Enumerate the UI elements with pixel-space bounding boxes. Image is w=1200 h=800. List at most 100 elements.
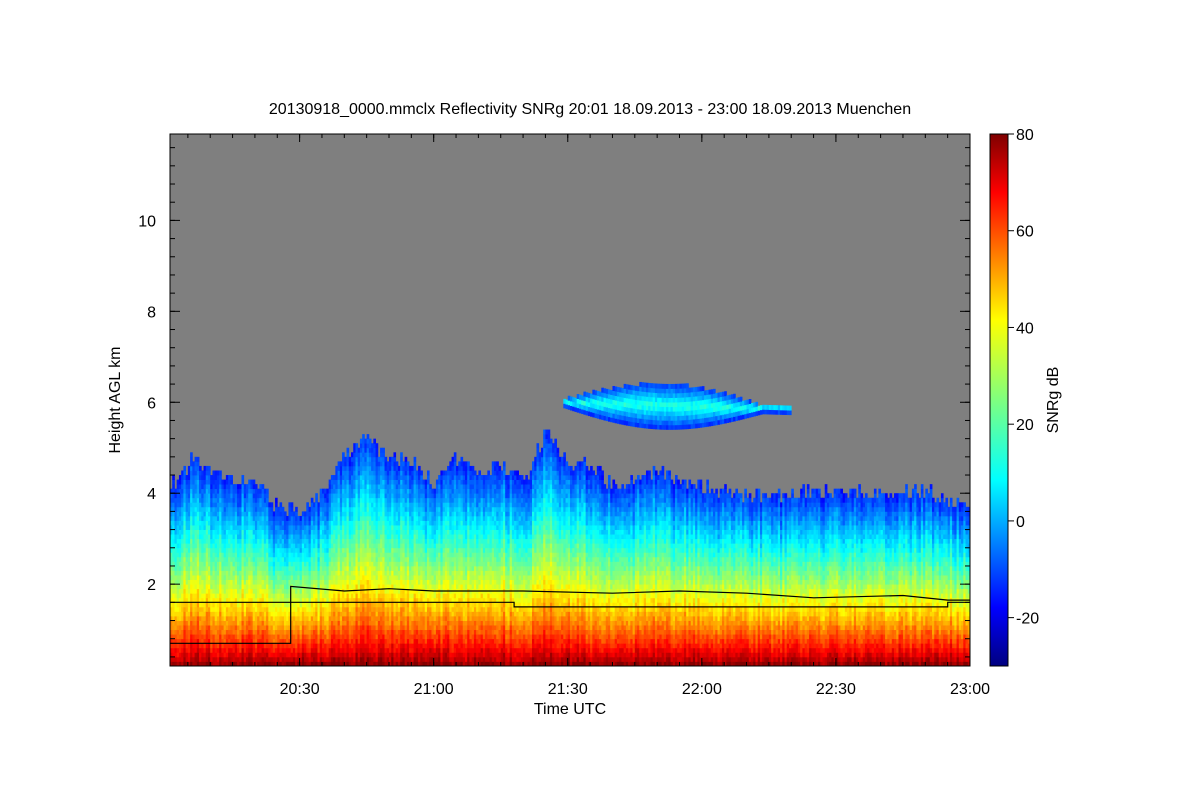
field-cell xyxy=(219,584,222,590)
field-cell xyxy=(210,611,213,617)
field-cell xyxy=(207,502,211,508)
field-cell xyxy=(333,529,336,535)
field-cell xyxy=(275,652,278,658)
field-cell xyxy=(194,579,198,585)
field-cell xyxy=(178,652,182,658)
field-cell xyxy=(382,493,385,499)
field-cell xyxy=(183,552,187,558)
field-cell xyxy=(170,525,173,530)
field-cell xyxy=(406,515,410,521)
field-cell xyxy=(422,606,426,612)
field-cell xyxy=(422,525,426,530)
field-cell xyxy=(386,575,390,581)
field-cell xyxy=(373,497,376,503)
field-cell xyxy=(254,534,258,540)
field-cell xyxy=(185,475,189,480)
field-cell xyxy=(170,643,173,649)
field-cell xyxy=(418,552,421,558)
field-cell xyxy=(283,543,287,549)
field-cell xyxy=(353,556,356,562)
field-cell xyxy=(397,656,401,662)
field-cell xyxy=(187,493,191,499)
field-cell xyxy=(406,575,410,581)
field-cell xyxy=(241,611,245,617)
field-cell xyxy=(413,465,417,471)
field-cell xyxy=(214,488,218,494)
field-cell xyxy=(315,629,318,635)
field-cell xyxy=(355,661,359,666)
field-cell xyxy=(250,479,254,485)
field-cell xyxy=(194,506,198,512)
field-cell xyxy=(382,497,385,503)
field-cell xyxy=(366,529,370,535)
field-cell xyxy=(368,447,372,453)
field-cell xyxy=(382,661,385,666)
field-cell xyxy=(388,529,392,535)
field-cell xyxy=(207,629,211,635)
field-cell xyxy=(362,638,365,644)
field-cell xyxy=(214,602,218,608)
field-cell xyxy=(313,520,316,526)
field-cell xyxy=(355,634,359,640)
field-cell xyxy=(181,588,184,594)
field-cell xyxy=(335,584,338,590)
field-cell xyxy=(373,493,376,499)
field-cell xyxy=(362,647,365,653)
field-cell xyxy=(181,470,184,476)
field-cell xyxy=(268,552,271,558)
field-cell xyxy=(232,506,236,512)
field-cell xyxy=(261,534,265,540)
field-cell xyxy=(170,584,173,590)
field-cell xyxy=(319,661,323,666)
field-cell xyxy=(328,552,332,558)
field-cell xyxy=(321,661,325,666)
field-cell xyxy=(368,538,372,544)
field-cell xyxy=(243,497,247,503)
field-cell xyxy=(366,588,370,594)
field-cell xyxy=(248,652,251,658)
field-cell xyxy=(330,615,334,621)
field-cell xyxy=(431,575,435,581)
field-cell xyxy=(212,502,216,508)
field-cell xyxy=(321,620,325,626)
field-cell xyxy=(402,547,406,553)
field-cell xyxy=(250,570,254,576)
field-cell xyxy=(380,606,383,612)
field-cell xyxy=(257,661,260,666)
field-cell xyxy=(355,470,359,476)
field-cell xyxy=(342,547,345,553)
field-cell xyxy=(344,456,347,462)
field-cell xyxy=(283,647,287,653)
field-cell xyxy=(368,452,372,458)
field-cell xyxy=(339,643,343,649)
field-cell xyxy=(304,629,307,635)
field-cell xyxy=(393,656,397,662)
field-cell xyxy=(426,497,430,503)
field-cell xyxy=(326,597,330,603)
field-cell xyxy=(431,579,435,585)
field-cell xyxy=(245,520,249,526)
field-cell xyxy=(196,552,200,558)
field-cell xyxy=(214,615,218,621)
field-cell xyxy=(313,506,316,512)
field-cell xyxy=(288,638,292,644)
field-cell xyxy=(306,515,309,521)
field-cell xyxy=(178,584,182,590)
field-cell xyxy=(359,584,363,590)
field-cell xyxy=(203,602,207,608)
field-cell xyxy=(212,615,216,621)
field-cell xyxy=(292,534,296,540)
field-cell xyxy=(241,584,245,590)
field-cell xyxy=(373,611,376,617)
field-cell xyxy=(225,656,229,662)
field-cell xyxy=(411,488,414,494)
field-cell xyxy=(194,484,198,490)
field-cell xyxy=(288,570,292,576)
field-cell xyxy=(384,588,388,594)
field-cell xyxy=(364,661,368,666)
field-cell xyxy=(391,584,394,590)
field-cell xyxy=(328,565,332,571)
field-cell xyxy=(364,488,368,494)
field-cell xyxy=(328,506,332,512)
field-cell xyxy=(357,615,361,621)
